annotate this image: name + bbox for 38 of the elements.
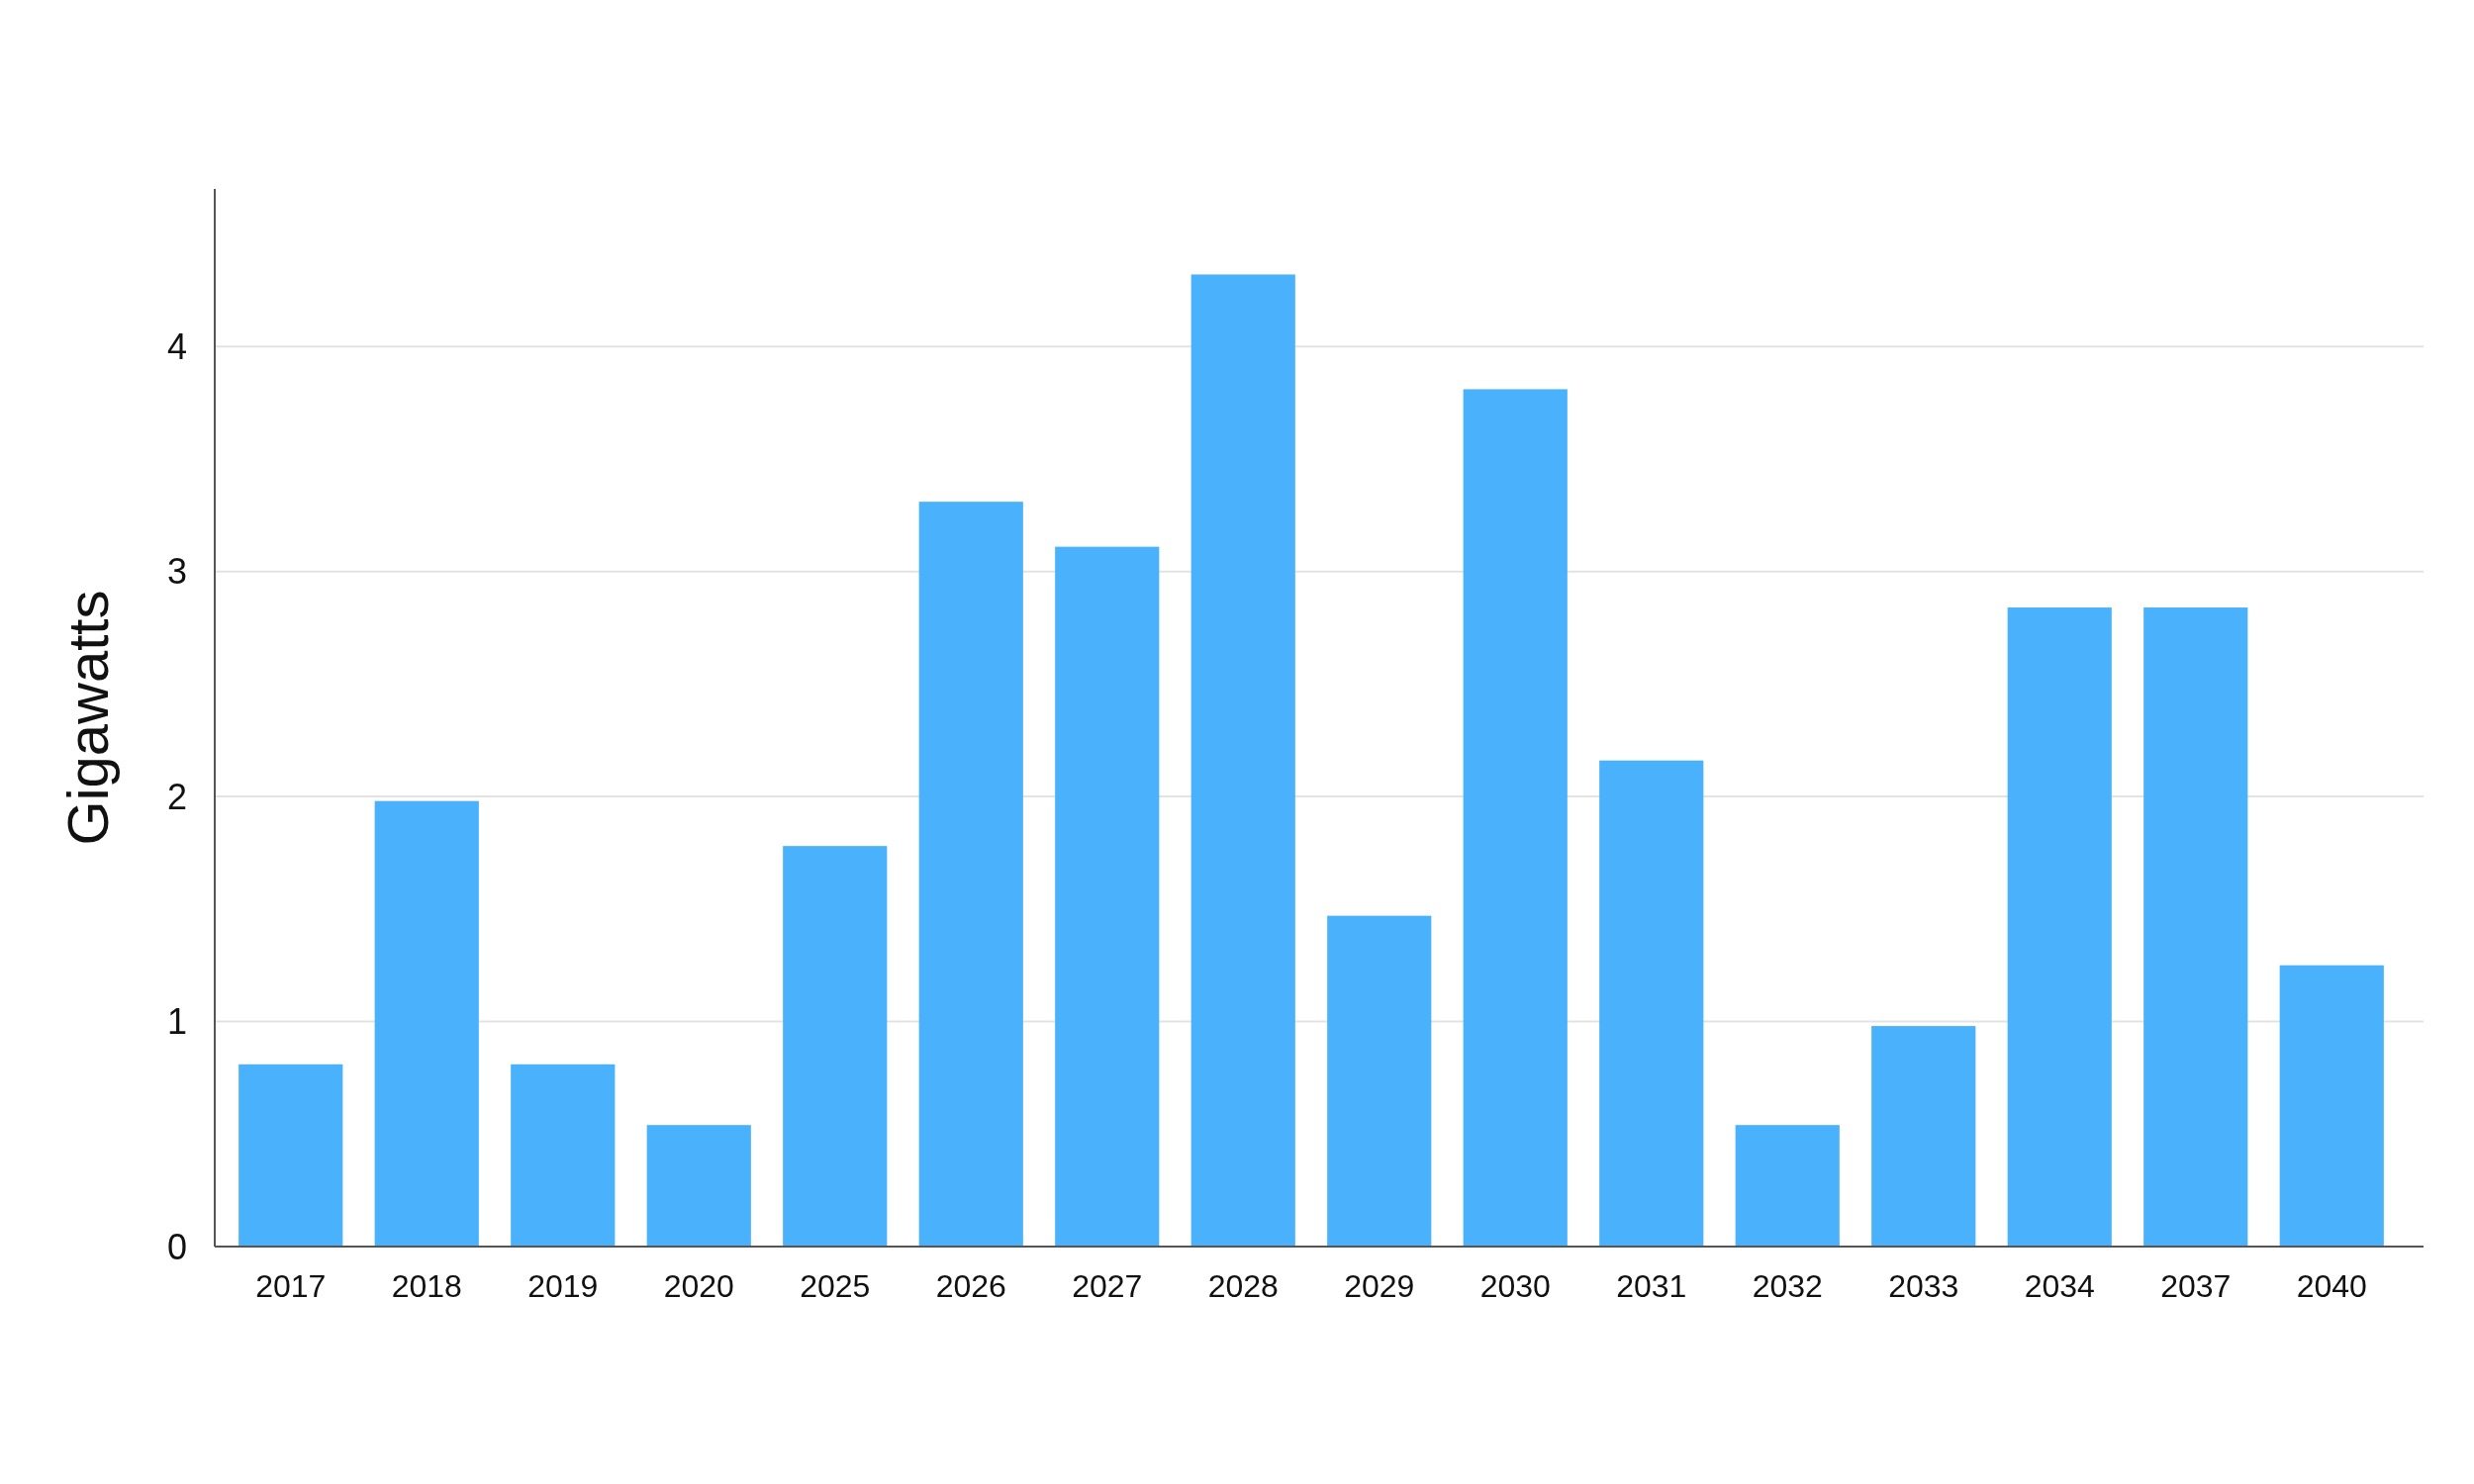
bar	[238, 1064, 343, 1247]
x-tick-label: 2017	[255, 1268, 327, 1304]
bar	[1327, 915, 1432, 1247]
bar	[2279, 965, 2384, 1247]
y-tick-label: 1	[166, 1001, 187, 1043]
bar	[1871, 1026, 1976, 1247]
x-tick-label: 2025	[800, 1268, 871, 1304]
x-tick-label: 2032	[1752, 1268, 1823, 1304]
bar	[2143, 607, 2248, 1247]
bar	[646, 1125, 751, 1247]
x-tick-label: 2031	[1616, 1268, 1687, 1304]
x-tick-label: 2040	[2296, 1268, 2367, 1304]
bar	[1735, 1125, 1840, 1247]
x-tick-label: 2018	[391, 1268, 462, 1304]
x-tick-label: 2029	[1344, 1268, 1415, 1304]
bar	[918, 502, 1023, 1247]
bar	[1190, 274, 1295, 1247]
bar	[2007, 607, 2112, 1247]
x-tick-label: 2034	[2024, 1268, 2095, 1304]
x-tick-label: 2020	[663, 1268, 734, 1304]
x-tick-label: 2028	[1207, 1268, 1279, 1304]
x-tick-label: 2019	[527, 1268, 599, 1304]
bar	[1055, 546, 1160, 1247]
bar	[1599, 760, 1704, 1247]
bar	[1463, 389, 1568, 1247]
y-axis-title: Gigawatts	[54, 590, 120, 846]
y-tick-label: 0	[166, 1226, 187, 1267]
bar	[511, 1064, 616, 1247]
x-tick-label: 2033	[1888, 1268, 1959, 1304]
x-tick-label: 2027	[1072, 1268, 1143, 1304]
bar	[783, 846, 888, 1247]
y-tick-label: 3	[166, 551, 187, 593]
x-tick-label: 2030	[1479, 1268, 1551, 1304]
x-tick-label: 2026	[935, 1268, 1006, 1304]
x-tick-label: 2037	[2160, 1268, 2232, 1304]
bar	[374, 800, 479, 1247]
y-tick-label: 2	[166, 776, 187, 817]
y-tick-label: 4	[166, 325, 187, 367]
